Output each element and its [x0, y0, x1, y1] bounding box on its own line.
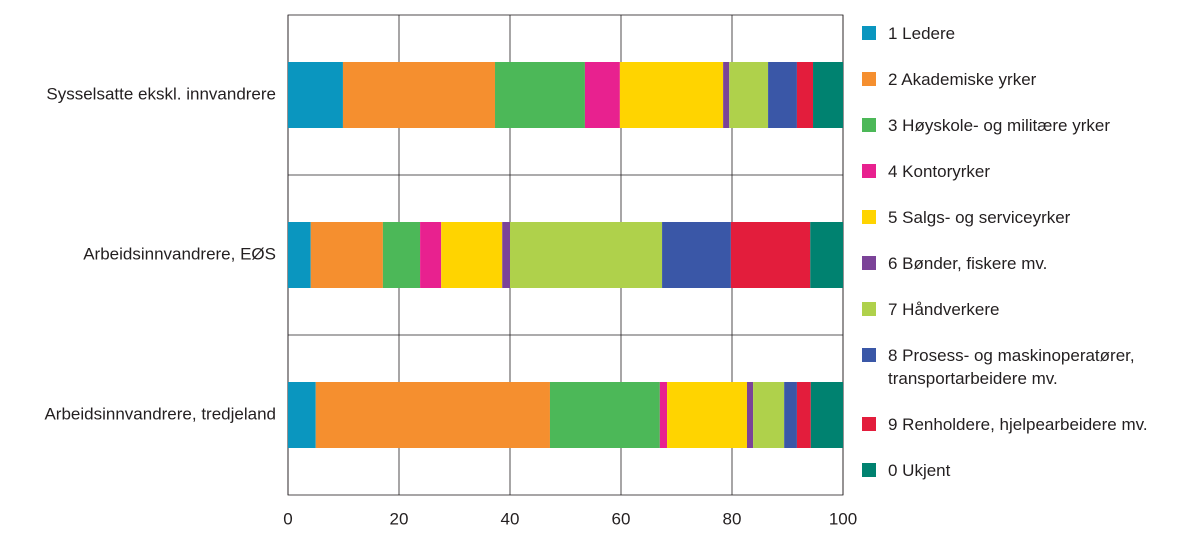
y-tick-label: Sysselsatte ekskl. innvandrere — [46, 84, 276, 103]
legend-item: 8 Prosess- og maskinoperatører, transpor… — [862, 344, 1148, 390]
bar-segment — [730, 222, 811, 288]
legend-item: 3 Høyskole- og militære yrker — [862, 114, 1148, 137]
bar-segment — [659, 382, 668, 448]
bar-segment — [810, 382, 843, 448]
x-tick-label: 60 — [612, 509, 631, 528]
legend-swatch — [862, 302, 876, 316]
bar-segment — [768, 62, 797, 128]
legend-label: 2 Akademiske yrker — [888, 70, 1037, 89]
legend-item: 5 Salgs- og serviceyrker — [862, 206, 1148, 229]
bar-segment — [723, 62, 730, 128]
legend-label: 3 Høyskole- og militære yrker — [888, 116, 1110, 135]
legend-item: 6 Bønder, fiskere mv. — [862, 252, 1148, 275]
x-tick-label: 100 — [829, 509, 857, 528]
bar-segment — [420, 222, 442, 288]
bar-segment — [441, 222, 503, 288]
legend-swatch — [862, 118, 876, 132]
bar-segment — [813, 62, 843, 128]
bar-segment — [662, 222, 731, 288]
x-tick-label: 80 — [723, 509, 742, 528]
bar-segment — [502, 222, 510, 288]
bar-segment — [315, 382, 550, 448]
legend-label: 0 Ukjent — [888, 461, 951, 480]
legend-label: 8 Prosess- og maskinoperatører, transpor… — [888, 346, 1135, 388]
legend-swatch — [862, 463, 876, 477]
legend-swatch — [862, 26, 876, 40]
legend-item: 9 Renholdere, hjelpearbeidere mv. — [862, 413, 1148, 436]
legend: 1 Ledere 2 Akademiske yrker 3 Høyskole- og… — [862, 22, 1148, 482]
legend-item: 2 Akademiske yrker — [862, 68, 1148, 91]
bar-segment — [495, 62, 585, 128]
y-tick-label: Arbeidsinnvandrere, tredjeland — [44, 404, 276, 423]
bar-segment — [619, 62, 724, 128]
legend-item: 1 Ledere — [862, 22, 1148, 45]
bar-segment — [288, 222, 311, 288]
legend-item: 7 Håndverkere — [862, 298, 1148, 321]
bar-segment — [382, 222, 421, 288]
bar-segment — [549, 382, 660, 448]
x-tick-label: 0 — [283, 509, 292, 528]
legend-label: 7 Håndverkere — [888, 300, 1000, 319]
bar-segment — [810, 222, 843, 288]
legend-item: 4 Kontoryrker — [862, 160, 1148, 183]
legend-swatch — [862, 417, 876, 431]
bar-segment — [510, 222, 663, 288]
bar-segment — [342, 62, 496, 128]
legend-swatch — [862, 256, 876, 270]
bar-segment — [310, 222, 383, 288]
bar-segment — [796, 62, 814, 128]
x-tick-label: 40 — [501, 509, 520, 528]
bar-segment — [288, 382, 316, 448]
legend-label: 9 Renholdere, hjelpearbeidere mv. — [888, 415, 1148, 434]
legend-swatch — [862, 348, 876, 362]
legend-item: 0 Ukjent — [862, 459, 1148, 482]
bar-segment — [796, 382, 811, 448]
bar-segment — [729, 62, 769, 128]
legend-label: 4 Kontoryrker — [888, 162, 991, 181]
y-tick-label: Arbeidsinnvandrere, EØS — [83, 244, 276, 263]
x-tick-label: 20 — [390, 509, 409, 528]
bar-segment — [784, 382, 797, 448]
legend-swatch — [862, 164, 876, 178]
legend-swatch — [862, 72, 876, 86]
bar-segment — [753, 382, 785, 448]
legend-label: 1 Ledere — [888, 24, 956, 43]
bar-segment — [288, 62, 343, 128]
bar-segment — [584, 62, 620, 128]
legend-label: 6 Bønder, fiskere mv. — [888, 254, 1048, 273]
legend-label: 5 Salgs- og serviceyrker — [888, 208, 1071, 227]
bar-segment — [667, 382, 747, 448]
bar-segment — [746, 382, 754, 448]
legend-swatch — [862, 210, 876, 224]
